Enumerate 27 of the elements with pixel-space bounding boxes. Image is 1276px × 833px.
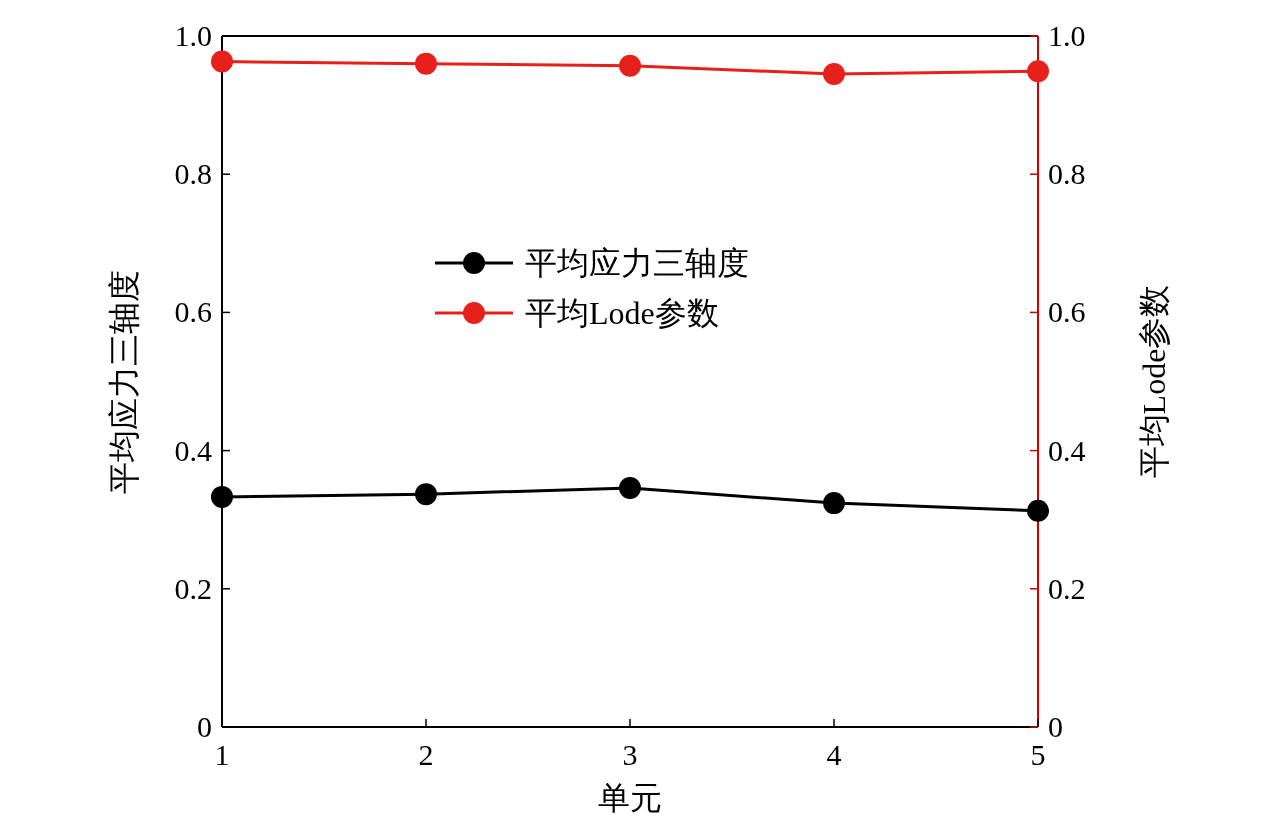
- y-tick-label: 0.4: [174, 433, 212, 467]
- legend-label: 平均Lode参数: [525, 295, 719, 331]
- x-tick-label: 5: [1030, 738, 1046, 771]
- y-tick-label: 0.2: [174, 571, 212, 605]
- y-tick-label: 0.6: [174, 295, 212, 329]
- y-tick-label: 0.8: [174, 157, 212, 191]
- x-tick-label: 4: [826, 738, 842, 771]
- y2-axis-title: 平均Lode参数: [1136, 284, 1172, 479]
- y2-tick-label: 0.8: [1048, 157, 1086, 191]
- y-tick-label: 0: [197, 710, 212, 743]
- y2-tick-label: 0.4: [1048, 433, 1086, 467]
- y2-tick-label: 0.6: [1048, 295, 1086, 329]
- x-tick-label: 3: [622, 738, 638, 771]
- x-axis-title: 单元: [598, 780, 662, 816]
- point: [823, 492, 845, 515]
- y-axis-title: 平均应力三轴度: [106, 269, 142, 494]
- y2-tick-label: 1.0: [1048, 19, 1086, 52]
- y2-tick-label: 0: [1048, 710, 1063, 743]
- x-tick-label: 2: [418, 738, 434, 771]
- point: [415, 483, 437, 506]
- x-tick-label: 1: [214, 738, 230, 771]
- y-tick-label: 1.0: [174, 19, 212, 52]
- point: [1027, 499, 1049, 522]
- point: [619, 476, 641, 499]
- y2-tick-label: 0.2: [1048, 571, 1086, 605]
- legend-label: 平均应力三轴度: [525, 245, 749, 281]
- point: [211, 485, 233, 508]
